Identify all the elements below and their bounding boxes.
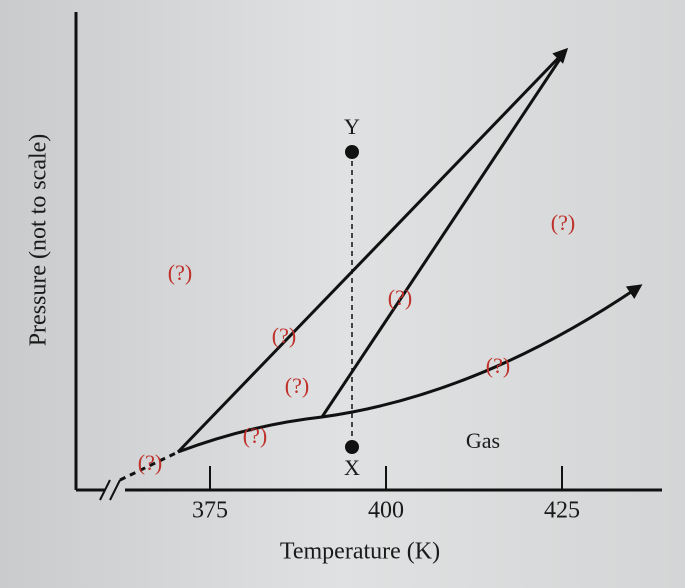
- unknown-label: (?): [285, 373, 309, 398]
- unknown-label: (?): [486, 353, 510, 378]
- phase-diagram: 375 400 425 Temperature (K) Pressure (no…: [0, 0, 685, 588]
- point-label: Y: [344, 114, 360, 139]
- point-y: [345, 145, 359, 159]
- region-label: Gas: [466, 428, 500, 453]
- unknown-label: (?): [138, 450, 162, 475]
- y-axis-label: Pressure (not to scale): [26, 134, 52, 347]
- point-x: [345, 440, 359, 454]
- paper: [0, 0, 685, 588]
- unknown-label: (?): [551, 210, 575, 235]
- unknown-label: (?): [388, 285, 412, 310]
- page: {"axes": {"x_label": "Temperature (K)", …: [0, 0, 685, 588]
- x-tick-label: 400: [368, 498, 404, 524]
- x-axis-label: Temperature (K): [280, 539, 440, 565]
- x-tick-label: 375: [192, 498, 228, 524]
- point-label: X: [344, 455, 360, 480]
- unknown-label: (?): [243, 423, 267, 448]
- unknown-label: (?): [168, 260, 192, 285]
- unknown-label: (?): [272, 323, 296, 348]
- x-tick-label: 425: [544, 498, 580, 524]
